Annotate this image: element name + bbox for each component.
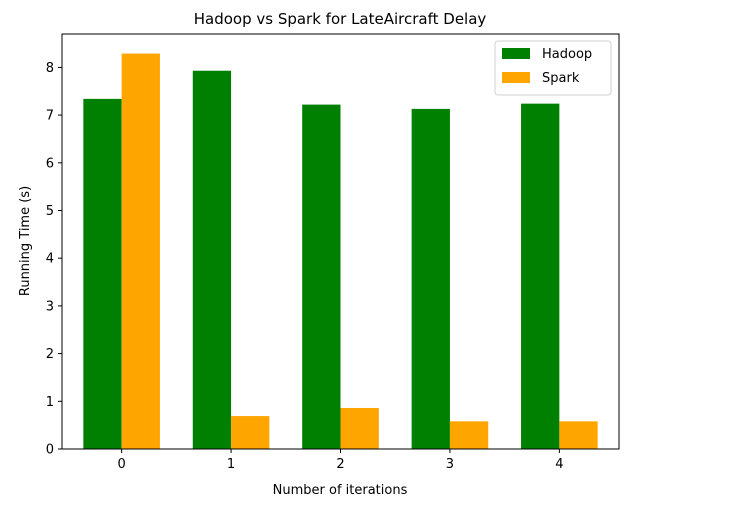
bar-hadoop-1 — [192, 70, 232, 449]
bar-spark-0 — [121, 53, 160, 450]
y-tick-label: 3 — [46, 299, 54, 314]
legend-label-spark: Spark — [542, 71, 580, 86]
legend: Hadoop Spark — [494, 40, 612, 96]
chart-title: Hadoop vs Spark for LateAircraft Delay — [194, 10, 487, 28]
x-tick-label: 2 — [336, 457, 344, 472]
x-tick-label: 3 — [446, 457, 454, 472]
bar-spark-2 — [340, 407, 379, 449]
y-tick-label: 2 — [46, 347, 54, 362]
y-axis-label: Running Time (s) — [18, 186, 33, 296]
y-tick-label: 4 — [46, 252, 54, 267]
bar-spark-1 — [231, 416, 270, 449]
x-tick-label: 4 — [555, 457, 563, 472]
legend-label-hadoop: Hadoop — [542, 47, 592, 62]
y-tick-label: 8 — [46, 61, 54, 76]
y-tick-label: 5 — [46, 204, 54, 219]
y-axis: 0 1 2 3 4 5 6 7 8 — [46, 61, 62, 458]
y-tick-label: 7 — [46, 109, 54, 124]
bar-hadoop-0 — [83, 98, 122, 449]
bar-spark-4 — [559, 421, 598, 449]
x-tick-label: 1 — [227, 457, 235, 472]
y-tick-label: 1 — [46, 395, 54, 410]
legend-swatch-spark — [502, 72, 530, 83]
x-tick-label: 0 — [117, 457, 125, 472]
x-axis-label: Number of iterations — [273, 483, 408, 498]
x-axis: 0 1 2 3 4 — [117, 449, 564, 472]
bar-hadoop-4 — [521, 103, 560, 449]
y-tick-label: 0 — [46, 443, 54, 458]
bar-hadoop-3 — [411, 108, 450, 449]
bar-spark-3 — [449, 421, 489, 449]
bar-hadoop-2 — [302, 104, 341, 449]
plot-frame — [61, 33, 620, 450]
bars-group — [83, 53, 598, 450]
legend-swatch-hadoop — [502, 48, 530, 59]
y-tick-label: 6 — [46, 156, 54, 171]
